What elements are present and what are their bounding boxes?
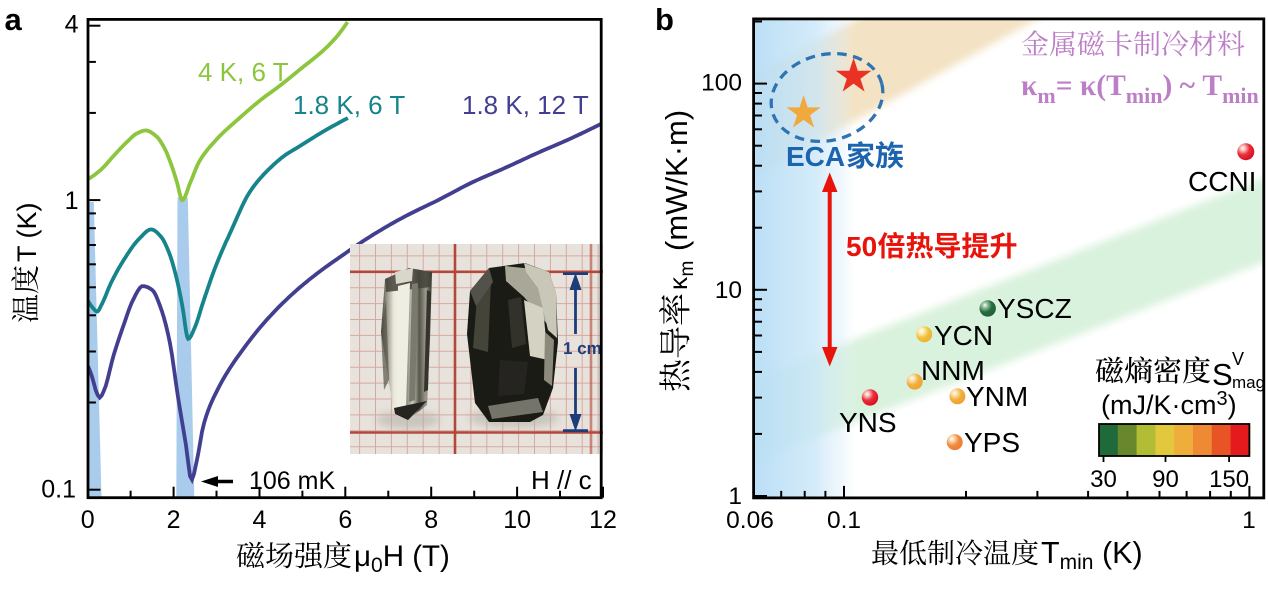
svg-text:1.8 K, 6 T: 1.8 K, 6 T: [293, 90, 405, 120]
svg-text:4: 4: [253, 506, 267, 534]
svg-text:0.06: 0.06: [726, 507, 774, 534]
svg-text:0.1: 0.1: [827, 507, 861, 534]
svg-text:0: 0: [81, 506, 95, 534]
svg-text:1: 1: [728, 483, 742, 510]
svg-text:H // c: H // c: [531, 465, 592, 495]
svg-text:10: 10: [503, 506, 531, 534]
svg-text:κm= κ(Tmin) ~ Tmin: κm= κ(Tmin) ~ Tmin: [1021, 70, 1259, 108]
svg-text:T (K): T (K): [12, 203, 42, 263]
svg-text:m: m: [677, 261, 698, 277]
svg-text:150: 150: [1209, 466, 1249, 493]
svg-text:1: 1: [65, 187, 79, 215]
svg-text:YPS: YPS: [964, 427, 1020, 458]
svg-text:ECA: ECA: [786, 141, 845, 172]
svg-text:2: 2: [167, 506, 181, 534]
svg-text:50: 50: [846, 231, 877, 262]
svg-text:κ: κ: [663, 276, 693, 290]
svg-text:(mW/K·m): (mW/K·m): [659, 110, 694, 251]
svg-text:(mJ/K·cm3): (mJ/K·cm3): [1101, 388, 1237, 420]
svg-text:1: 1: [1242, 507, 1256, 534]
svg-text:S: S: [1212, 357, 1233, 392]
svg-text:mag: mag: [1232, 373, 1265, 392]
svg-text:30: 30: [1090, 466, 1117, 493]
svg-text:YSCZ: YSCZ: [997, 293, 1072, 324]
svg-text:0.1: 0.1: [41, 476, 76, 504]
svg-text:V: V: [1232, 349, 1244, 369]
svg-text:4: 4: [65, 11, 79, 39]
svg-text:a: a: [5, 2, 23, 37]
svg-text:YNM: YNM: [966, 381, 1028, 412]
svg-text:CCNI: CCNI: [1188, 166, 1256, 197]
svg-text:b: b: [655, 2, 674, 37]
svg-text:8: 8: [424, 506, 438, 534]
svg-text:100: 100: [701, 70, 742, 97]
svg-text:10: 10: [715, 277, 742, 304]
svg-text:90: 90: [1152, 466, 1179, 493]
svg-text:μ0H (T): μ0H (T): [354, 540, 450, 577]
svg-text:YCN: YCN: [934, 320, 993, 351]
svg-text:106 mK: 106 mK: [249, 467, 335, 495]
svg-text:NNM: NNM: [921, 355, 985, 386]
svg-text:YNS: YNS: [839, 407, 897, 438]
svg-text:4 K, 6 T: 4 K, 6 T: [198, 57, 289, 87]
svg-text:12: 12: [589, 506, 617, 534]
svg-text:6: 6: [338, 506, 352, 534]
svg-text:1.8 K, 12 T: 1.8 K, 12 T: [462, 90, 589, 120]
